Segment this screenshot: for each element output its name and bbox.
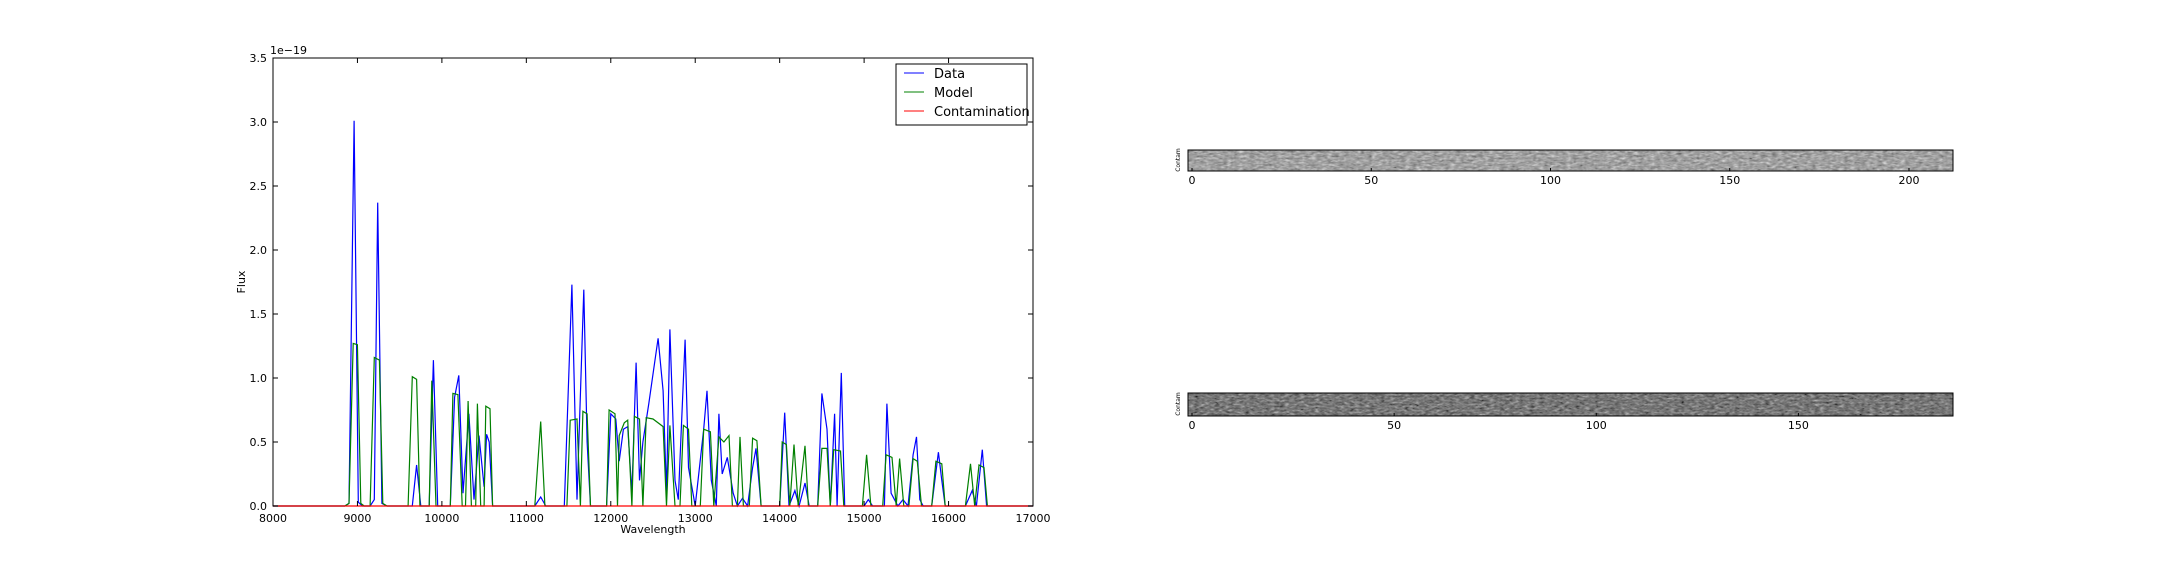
- y-offset-label: 1e−19: [270, 44, 307, 57]
- x-tick-label: 16000: [931, 512, 966, 525]
- spectrum-y-ticks: 0.0 0.5 1.0 1.5 2.0 2.5 3.0 3.5: [250, 52, 1033, 513]
- spectrum-series-group: [273, 120, 1033, 509]
- spectrum-plot: 8000 9000 10000 11000 12000 13000 14000 15000 16…: [235, 44, 1051, 536]
- stamp-1-y-label: Contam: [1175, 148, 1182, 172]
- x-tick-label: 13000: [678, 512, 713, 525]
- stamp-2-noise-image: [1188, 393, 1953, 416]
- spectrum-axes-frame: [272, 57, 1034, 507]
- x-tick-label: 11000: [509, 512, 544, 525]
- x-tick-label: 8000: [259, 512, 287, 525]
- stamp-2-y-label: Contam: [1175, 392, 1182, 416]
- stamp-1-noise-image: [1188, 150, 1953, 171]
- stamp-2-frame: [1187, 392, 1954, 417]
- stamp-tick-label: 100: [1586, 419, 1607, 432]
- stamp-1-frame: [1187, 149, 1954, 172]
- stamp-tick-label: 0: [1189, 174, 1196, 187]
- x-tick-label: 9000: [343, 512, 371, 525]
- series-line-model: [273, 342, 1033, 507]
- stamp-tick-label: 100: [1540, 174, 1561, 187]
- y-tick-label: 1.5: [250, 308, 268, 321]
- spectrum-x-ticks: 8000 9000 10000 11000 12000 13000 14000 15000 16…: [259, 58, 1051, 525]
- stamp-tick-label: 200: [1898, 174, 1919, 187]
- stamp-tick-label: 50: [1364, 174, 1378, 187]
- legend-box: [895, 63, 1028, 126]
- x-tick-label: 12000: [593, 512, 628, 525]
- stamp-tick-label: 150: [1719, 174, 1740, 187]
- stamp-image-2: 0 50 100 150 Contam: [1175, 392, 1954, 432]
- series-line-data: [273, 120, 1033, 509]
- x-tick-label: 17000: [1016, 512, 1051, 525]
- y-tick-label: 0.5: [250, 436, 268, 449]
- legend-label-model: Model: [934, 86, 973, 101]
- legend: Data Model Contamination: [895, 63, 1030, 126]
- legend-label-contamination: Contamination: [934, 105, 1030, 120]
- stamp-1-x-ticks: 0 50 100 150 200: [1189, 168, 1919, 187]
- y-tick-label: 2.0: [250, 244, 268, 257]
- legend-label-data: Data: [934, 67, 965, 82]
- y-tick-label: 3.5: [250, 52, 268, 65]
- stamp-tick-label: 0: [1189, 419, 1196, 432]
- stamp-tick-label: 150: [1788, 419, 1809, 432]
- stamp-tick-label: 50: [1387, 419, 1401, 432]
- y-tick-label: 3.0: [250, 116, 268, 129]
- y-tick-label: 1.0: [250, 372, 268, 385]
- x-tick-label: 14000: [762, 512, 797, 525]
- x-axis-label: Wavelength: [620, 523, 685, 536]
- x-tick-label: 10000: [424, 512, 459, 525]
- y-tick-label: 2.5: [250, 180, 268, 193]
- y-tick-label: 0.0: [250, 500, 268, 513]
- x-tick-label: 15000: [847, 512, 882, 525]
- y-axis-label: Flux: [235, 270, 248, 293]
- stamp-2-x-ticks: 0 50 100 150: [1189, 413, 1809, 432]
- stamp-image-1: 0 50 100 150 200 Contam: [1175, 148, 1954, 187]
